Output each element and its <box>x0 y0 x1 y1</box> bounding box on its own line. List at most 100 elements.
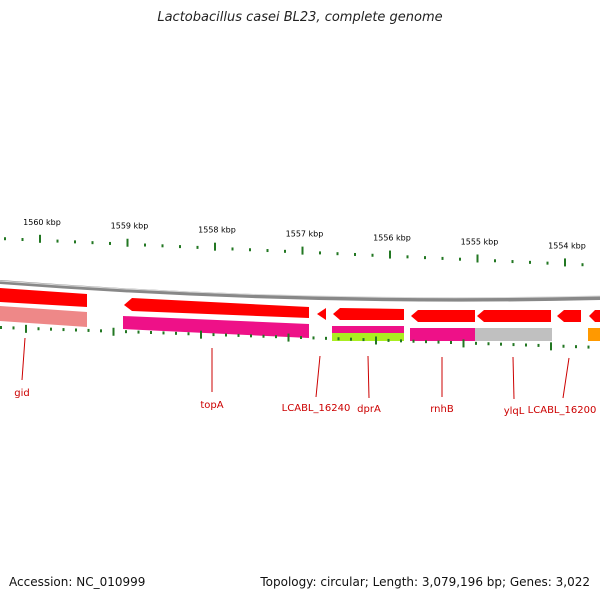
scale-minor-tick <box>266 249 269 253</box>
cds-bar-topA <box>123 316 309 338</box>
scale-tick-label: 1555 kbp <box>461 237 499 246</box>
inner-minor-tick <box>100 329 102 333</box>
scale-major-tick <box>39 234 41 243</box>
scale-minor-tick <box>231 247 234 251</box>
inner-major-tick <box>112 327 115 336</box>
inner-minor-tick <box>350 337 352 341</box>
inner-minor-tick <box>325 336 327 340</box>
scale-major-tick <box>476 254 479 263</box>
scale-minor-tick <box>56 239 59 243</box>
cds-bar-dprA <box>332 326 404 334</box>
gene-labels: gid topA LCABL_16240 dprA rnhB ylqL LCABL_1620… <box>14 337 597 417</box>
inner-minor-tick <box>225 333 227 337</box>
scale-minor-tick <box>319 251 321 255</box>
inner-minor-tick <box>525 343 527 347</box>
scale-minor-tick <box>581 263 584 267</box>
forward-strand-features <box>0 288 600 322</box>
inner-minor-tick <box>262 334 265 338</box>
gene-leader-line <box>367 355 370 399</box>
genome-title: Lactobacillus casei BL23, complete genom… <box>157 10 443 25</box>
inner-minor-tick <box>175 331 177 335</box>
scale-minor-tick <box>511 260 514 264</box>
inner-minor-tick <box>162 331 165 335</box>
scale-tick-label: 1554 kbp <box>548 241 586 250</box>
scale-minor-tick <box>284 249 286 253</box>
inner-minor-tick <box>587 345 590 349</box>
inner-minor-tick <box>450 341 452 344</box>
inner-minor-tick <box>575 345 577 349</box>
scale-tick-label: 1556 kbp <box>373 234 411 243</box>
inner-minor-tick <box>400 339 402 343</box>
inner-major-tick <box>375 336 377 345</box>
scale-minor-tick <box>144 243 146 247</box>
scale-minor-tick <box>371 253 374 257</box>
inner-minor-tick <box>312 336 315 340</box>
inner-minor-tick <box>75 328 77 332</box>
inner-minor-tick <box>425 340 427 344</box>
genome-backbone-highlight <box>0 280 600 299</box>
scale-tick-label: 1559 kbp <box>111 222 149 231</box>
scale-minor-tick <box>336 252 339 256</box>
inner-minor-tick <box>387 338 390 342</box>
scale-minor-tick <box>249 248 251 252</box>
inner-minor-tick <box>362 338 365 342</box>
gene-arrow-partial-right <box>589 310 600 322</box>
gene-arrow-lcabl-16240 <box>317 308 326 320</box>
inner-minor-tick <box>150 331 152 334</box>
scale-minor-tick <box>354 252 356 256</box>
gene-label-gid[interactable]: gid <box>14 388 29 399</box>
inner-minor-tick <box>475 341 477 345</box>
scale-major-tick <box>214 242 216 251</box>
inner-minor-tick <box>237 333 240 337</box>
gene-arrow-gid <box>0 288 87 307</box>
gene-label-lcabl-16240[interactable]: LCABL_16240 <box>282 403 351 414</box>
gene-label-topa[interactable]: topA <box>200 400 223 411</box>
scale-minor-tick <box>494 259 496 263</box>
inner-minor-tick <box>500 342 502 346</box>
genome-backbone <box>0 280 600 302</box>
inner-minor-tick <box>212 333 215 337</box>
inner-minor-tick <box>137 330 140 334</box>
scale-major-tick <box>389 250 391 259</box>
inner-tick-track <box>0 324 590 351</box>
inner-minor-tick <box>125 330 127 334</box>
scale-minor-tick <box>546 261 549 265</box>
inner-minor-tick <box>437 340 440 344</box>
inner-major-tick <box>462 339 465 348</box>
genome-summary: Topology: circular; Length: 3,079,196 bp… <box>260 575 590 589</box>
inner-minor-tick <box>412 339 415 343</box>
cds-features <box>0 306 600 341</box>
inner-minor-tick <box>187 332 190 336</box>
inner-minor-tick <box>250 334 252 338</box>
cds-bar-orange <box>588 328 600 341</box>
scale-minor-tick <box>74 240 76 244</box>
scale-tick-label: 1558 kbp <box>198 226 236 235</box>
gene-leader-line <box>562 357 570 399</box>
scale-minor-tick <box>424 256 426 260</box>
cds-bar-rnhB <box>410 328 475 341</box>
inner-minor-tick <box>512 343 515 347</box>
scale-tick-label: 1560 kbp <box>23 218 61 227</box>
inner-minor-tick <box>37 327 40 331</box>
inner-minor-tick <box>12 326 15 330</box>
gene-label-ylql[interactable]: ylqL <box>504 406 525 417</box>
inner-minor-tick <box>62 328 65 332</box>
inner-major-tick <box>200 330 202 339</box>
gene-arrow-topA <box>124 298 309 318</box>
scale-major-tick <box>301 246 304 255</box>
gene-leader-line <box>315 355 321 398</box>
scale-minor-tick <box>109 241 111 245</box>
gene-label-dpra[interactable]: dprA <box>357 404 381 415</box>
inner-major-tick <box>287 333 290 342</box>
gene-arrow-ylqL <box>477 310 551 322</box>
inner-major-tick <box>550 342 552 351</box>
gene-leader-line <box>512 356 515 400</box>
gene-label-lcabl-16200[interactable]: LCABL_16200 <box>528 405 597 416</box>
scale-minor-tick <box>91 241 94 245</box>
gene-arrow-lcabl-16200 <box>557 310 581 322</box>
scale-minor-tick <box>161 244 164 248</box>
gene-label-rnhb[interactable]: rnhB <box>430 404 454 415</box>
scale-tick-labels: 1560 kbp 1559 kbp 1558 kbp 1557 kbp 1556 kbp… <box>23 218 586 251</box>
inner-minor-tick <box>87 328 90 332</box>
